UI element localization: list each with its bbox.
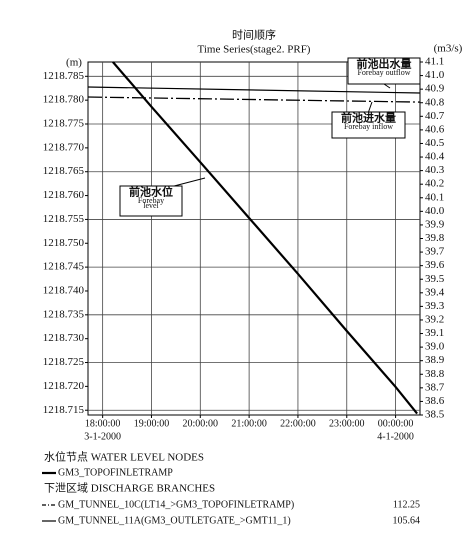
chart-title: 时间顺序 bbox=[232, 28, 276, 42]
y-tick-label: 1218.780 bbox=[43, 94, 85, 106]
y2-tick-label: 40.6 bbox=[425, 123, 445, 135]
y2-tick-label: 40.2 bbox=[425, 178, 444, 190]
y-tick-label: 1218.720 bbox=[43, 380, 85, 392]
y2-tick-label: 39.8 bbox=[425, 232, 445, 244]
y2-tick-label: 39.9 bbox=[425, 218, 445, 230]
annotation-text: Forebay outflow bbox=[357, 68, 410, 77]
legend-label: GM_TUNNEL_10C(LT14_>GM3_TOPOFINLETRAMP) bbox=[58, 499, 294, 510]
y-axis-label: (m) bbox=[66, 57, 82, 69]
y2-tick-label: 38.5 bbox=[425, 409, 445, 421]
y2-tick-label: 39.0 bbox=[425, 341, 445, 353]
y2-tick-label: 39.2 bbox=[425, 313, 444, 325]
annotation-text: 前池进水量 bbox=[341, 111, 396, 125]
y2-tick-label: 41.1 bbox=[425, 56, 444, 68]
x-date-label: 4-1-2000 bbox=[377, 431, 414, 442]
data-line bbox=[87, 96, 421, 103]
y-tick-label: 1218.725 bbox=[43, 356, 85, 368]
y-tick-label: 1218.760 bbox=[43, 189, 85, 201]
data-line bbox=[112, 61, 418, 415]
y-tick-label: 1218.775 bbox=[43, 118, 85, 130]
y-tick-label: 1218.715 bbox=[43, 404, 85, 416]
y-tick-label: 1218.770 bbox=[43, 141, 85, 153]
y2-tick-label: 40.0 bbox=[425, 205, 445, 217]
y2-tick-label: 40.3 bbox=[425, 164, 445, 176]
y2-tick-label: 39.5 bbox=[425, 273, 445, 285]
annotation-leader bbox=[368, 101, 373, 113]
y2-tick-label: 39.4 bbox=[425, 286, 445, 298]
annotation-box bbox=[331, 111, 406, 139]
legend-label: GM3_TOPOFINLETRAMP bbox=[58, 467, 173, 478]
x-tick-label: 22:00:00 bbox=[280, 418, 316, 429]
y-tick-label: 1218.735 bbox=[43, 308, 85, 320]
x-tick-label: 18:00:00 bbox=[85, 418, 121, 429]
chart-subtitle: Time Series(stage2. PRF) bbox=[198, 44, 311, 56]
annotation-text: 前池出水量 bbox=[357, 57, 412, 71]
x-tick-label: 20:00:00 bbox=[183, 418, 219, 429]
y2-tick-label: 39.3 bbox=[425, 300, 445, 312]
legend-group: 水位节点 WATER LEVEL NODES bbox=[44, 450, 204, 464]
y2-tick-label: 39.1 bbox=[425, 327, 444, 339]
annotation-text: Forebay inflow bbox=[344, 122, 393, 131]
legend-group: 下泄区域 DISCHARGE BRANCHES bbox=[44, 482, 215, 495]
x-tick-label: 19:00:00 bbox=[134, 418, 170, 429]
y-tick-label: 1218.750 bbox=[43, 237, 85, 249]
y-tick-label: 1218.740 bbox=[43, 285, 85, 297]
legend-value: 105.64 bbox=[393, 515, 421, 526]
y-tick-label: 1218.765 bbox=[43, 165, 85, 177]
annotation-box bbox=[347, 57, 421, 85]
y2-tick-label: 38.8 bbox=[425, 368, 445, 380]
legend-value: 112.25 bbox=[393, 499, 420, 510]
data-line bbox=[87, 86, 421, 94]
y-tick-label: 1218.745 bbox=[43, 261, 85, 273]
x-tick-label: 23:00:00 bbox=[329, 418, 365, 429]
x-tick-label: 00:00:00 bbox=[378, 418, 414, 429]
y2-tick-label: 41.0 bbox=[425, 69, 445, 81]
y2-tick-label: 40.4 bbox=[425, 151, 445, 163]
y2-tick-label: 40.7 bbox=[425, 110, 445, 122]
y-tick-label: 1218.755 bbox=[43, 213, 85, 225]
annotation-text: level bbox=[143, 201, 159, 210]
y2-tick-label: 38.6 bbox=[425, 395, 445, 407]
y2-tick-label: 38.7 bbox=[425, 381, 445, 393]
y2-axis-label: (m3/s) bbox=[434, 43, 463, 55]
annotation-leader bbox=[383, 83, 391, 89]
y2-tick-label: 39.7 bbox=[425, 246, 445, 258]
y2-tick-label: 40.1 bbox=[425, 191, 444, 203]
annotation-text: 前池水位 bbox=[129, 185, 173, 199]
annotation-text: Forebay bbox=[138, 196, 164, 205]
y2-tick-label: 40.8 bbox=[425, 96, 445, 108]
x-tick-label: 21:00:00 bbox=[231, 418, 267, 429]
x-date-label: 3-1-2000 bbox=[84, 431, 121, 442]
y2-tick-label: 39.6 bbox=[425, 259, 445, 271]
y-tick-label: 1218.730 bbox=[43, 332, 85, 344]
y-tick-label: 1218.785 bbox=[43, 70, 85, 82]
y2-tick-label: 40.5 bbox=[425, 137, 445, 149]
legend-label: GM_TUNNEL_11A(GM3_OUTLETGATE_>GMT11_1) bbox=[58, 515, 291, 526]
y2-tick-label: 38.9 bbox=[425, 354, 445, 366]
y2-tick-label: 40.9 bbox=[425, 83, 445, 95]
annotation-box bbox=[119, 185, 183, 217]
